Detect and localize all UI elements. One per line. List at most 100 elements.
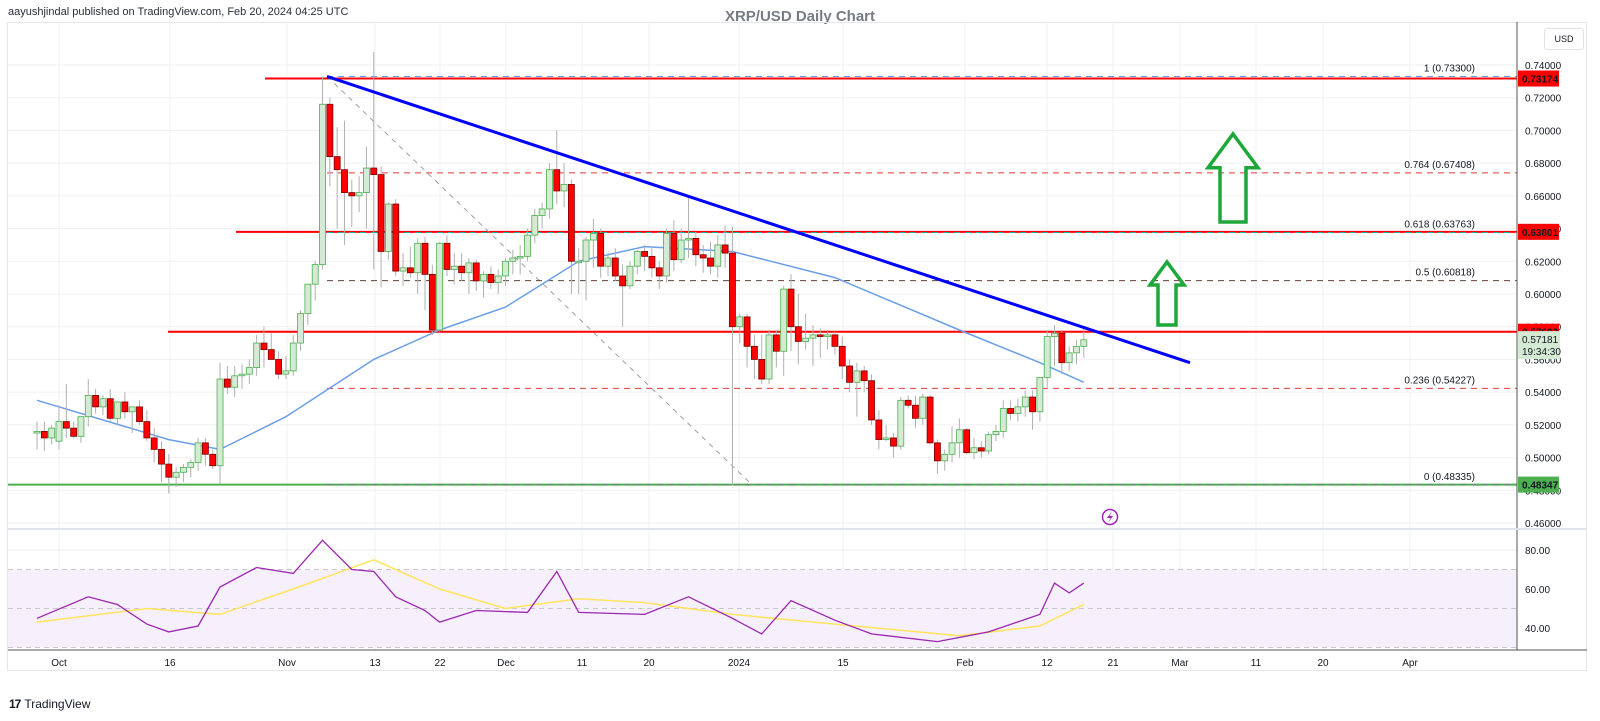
candle — [106, 398, 114, 419]
candle — [692, 237, 700, 256]
axes — [8, 22, 1587, 651]
candlestick-series — [33, 51, 1088, 494]
candle — [253, 342, 261, 369]
candle — [685, 237, 692, 241]
price-badge — [1518, 70, 1559, 87]
candle — [560, 184, 568, 192]
svg-text:0.63801: 0.63801 — [1522, 228, 1559, 239]
fib-level-label: 0.5 (0.60818) — [1416, 268, 1476, 279]
last-price-badge — [1518, 331, 1560, 360]
svg-text:16: 16 — [164, 658, 176, 669]
candle — [1080, 339, 1088, 347]
candle — [370, 167, 378, 175]
candle — [48, 427, 56, 439]
candle — [326, 103, 334, 157]
fib-level-label: 0 (0.48335) — [1424, 472, 1475, 483]
candle — [406, 267, 414, 274]
svg-text:12: 12 — [1041, 658, 1053, 669]
candle — [209, 453, 217, 467]
candle — [55, 421, 63, 442]
candle — [897, 399, 905, 447]
candle — [934, 442, 941, 462]
candle — [458, 265, 466, 274]
candle — [201, 442, 209, 455]
candle — [33, 430, 41, 434]
chart-frame — [7, 22, 1587, 671]
candle — [355, 192, 363, 197]
candle — [509, 257, 517, 262]
candle — [977, 447, 985, 452]
rsi-indicator — [36, 539, 1085, 643]
svg-text:0.68000: 0.68000 — [1525, 159, 1562, 170]
candle — [1065, 352, 1073, 364]
candle — [860, 370, 868, 382]
svg-text:13: 13 — [369, 658, 381, 669]
svg-text:0.56000: 0.56000 — [1525, 355, 1562, 366]
candle — [392, 203, 400, 272]
currency-button[interactable]: USD — [1544, 28, 1584, 50]
candle — [494, 275, 502, 283]
candle — [99, 398, 107, 408]
svg-text:Feb: Feb — [956, 658, 974, 669]
candle — [502, 260, 509, 277]
candle — [802, 337, 810, 342]
candle — [92, 395, 99, 408]
candle — [436, 242, 444, 331]
candle — [970, 447, 978, 454]
horizontal-levels[interactable] — [8, 77, 1517, 486]
candle — [348, 192, 356, 197]
candle — [363, 167, 370, 193]
svg-text:0.74000: 0.74000 — [1525, 61, 1562, 72]
svg-text:40.00: 40.00 — [1525, 624, 1550, 635]
candle — [736, 316, 744, 328]
candle — [260, 342, 268, 351]
candle — [729, 252, 736, 328]
candle — [114, 401, 121, 419]
candle — [787, 288, 795, 328]
svg-text:0.66000: 0.66000 — [1525, 192, 1562, 203]
candle — [1007, 408, 1014, 414]
fib-level-label: 0.764 (0.67408) — [1404, 160, 1475, 171]
svg-text:Mar: Mar — [1171, 658, 1189, 669]
fib-level-label: 1 (0.73300) — [1424, 63, 1475, 74]
candle — [568, 184, 575, 262]
candle — [333, 156, 341, 171]
price-badges: 0.731740.638010.576930.483470.5718119:34… — [1518, 70, 1561, 493]
candle — [575, 260, 583, 264]
lightning-icon[interactable] — [1101, 508, 1119, 526]
candle — [963, 429, 971, 454]
candle — [619, 275, 627, 287]
candle — [882, 437, 890, 440]
fibonacci-retracement[interactable]: 1 (0.73300) 0.764 (0.67408) 0.618 (0.63763… — [326, 63, 1517, 486]
tradingview-mark-icon: 17 — [9, 697, 21, 711]
candle — [428, 273, 436, 331]
moving-average-line — [36, 245, 1085, 451]
svg-text:0.72000: 0.72000 — [1525, 94, 1562, 105]
candle — [216, 378, 224, 467]
candle — [487, 273, 495, 283]
candle — [158, 448, 165, 465]
candle — [721, 244, 729, 254]
candle — [443, 242, 451, 270]
candle — [751, 345, 758, 360]
candle — [538, 208, 546, 216]
svg-text:80.00: 80.00 — [1525, 546, 1550, 557]
trendline[interactable] — [326, 75, 1191, 365]
svg-text:21: 21 — [1107, 658, 1119, 669]
svg-text:0.52000: 0.52000 — [1525, 421, 1562, 432]
tradingview-logo[interactable]: 17 TradingView — [9, 697, 90, 711]
fib-level-label: 0.618 (0.63763) — [1404, 219, 1475, 230]
svg-text:22: 22 — [434, 658, 446, 669]
up-arrow-annotations[interactable] — [1146, 131, 1262, 327]
candle — [824, 334, 831, 337]
candle — [136, 406, 143, 422]
candle — [985, 434, 993, 452]
candle — [77, 416, 85, 437]
candle — [172, 471, 180, 478]
candle — [772, 334, 780, 352]
candle — [553, 169, 561, 192]
candle — [626, 265, 634, 287]
candle — [180, 466, 187, 473]
candle — [267, 349, 275, 360]
